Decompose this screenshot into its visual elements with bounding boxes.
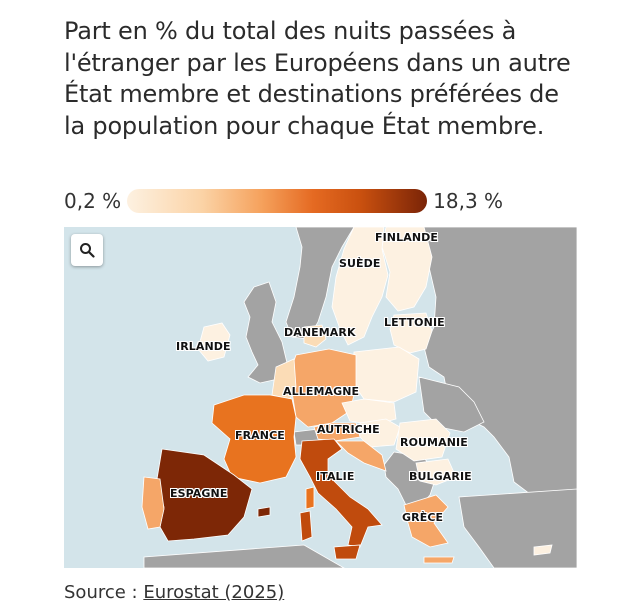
region-romania	[395, 418, 451, 462]
zoom-button[interactable]	[71, 234, 103, 266]
label-espagne: ESPAGNE	[170, 487, 228, 500]
region-denmark	[303, 324, 327, 348]
region-russia-east	[423, 227, 577, 568]
legend-gradient-bar	[127, 189, 428, 213]
region-cyprus	[533, 544, 553, 556]
label-grece: GRÈCE	[402, 511, 444, 524]
legend-min-label: 0,2 %	[64, 189, 122, 213]
label-roumanie: ROUMANIE	[400, 436, 468, 449]
region-poland	[351, 346, 420, 403]
region-balearics	[257, 506, 271, 518]
region-baltics	[389, 312, 433, 354]
legend-max-label: 18,3 %	[433, 189, 504, 213]
color-legend: 0,2 % 18,3 %	[64, 187, 584, 215]
region-crete	[423, 556, 455, 564]
chart-title: Part en % du total des nuits passées à l…	[64, 17, 571, 140]
region-sardinia	[299, 510, 313, 542]
region-croatia	[335, 440, 387, 472]
label-allemagne: ALLEMAGNE	[283, 385, 360, 398]
region-turkey	[458, 488, 577, 568]
label-danemark: DANEMARK	[284, 326, 356, 339]
region-ireland	[197, 322, 231, 362]
label-autriche: AUTRICHE	[317, 423, 380, 436]
label-irlande: IRLANDE	[176, 340, 231, 353]
label-italie: ITALIE	[316, 470, 355, 483]
source-link[interactable]: Eurostat (2025)	[143, 582, 285, 603]
region-greece	[403, 494, 449, 548]
map-canvas	[141, 227, 577, 568]
region-uk	[243, 281, 289, 384]
label-lettonie: LETTONIE	[384, 316, 445, 329]
region-benelux	[271, 358, 297, 400]
region-hungary	[359, 418, 401, 448]
region-corsica	[305, 486, 315, 510]
label-bulgarie: BULGARIE	[409, 470, 472, 483]
region-czech-slovakia	[341, 398, 397, 426]
region-finland	[381, 227, 433, 312]
region-italy	[299, 438, 383, 548]
region-ukraine	[418, 376, 485, 433]
region-bulgaria	[415, 458, 457, 486]
search-icon	[80, 243, 95, 258]
label-suede: SUÈDE	[339, 257, 381, 270]
europe-map[interactable]: FINLANDE SUÈDE DANEMARK LETTONIE IRLANDE…	[64, 227, 577, 568]
label-france: FRANCE	[235, 429, 285, 442]
region-north-africa	[143, 544, 345, 568]
source-prefix: Source :	[64, 582, 144, 603]
region-france	[211, 394, 297, 484]
region-portugal	[141, 476, 165, 530]
label-finlande: FINLANDE	[375, 231, 438, 244]
source-line: Source : Eurostat (2025)	[64, 582, 284, 603]
region-sicily	[333, 544, 361, 560]
region-sweden	[331, 227, 389, 346]
